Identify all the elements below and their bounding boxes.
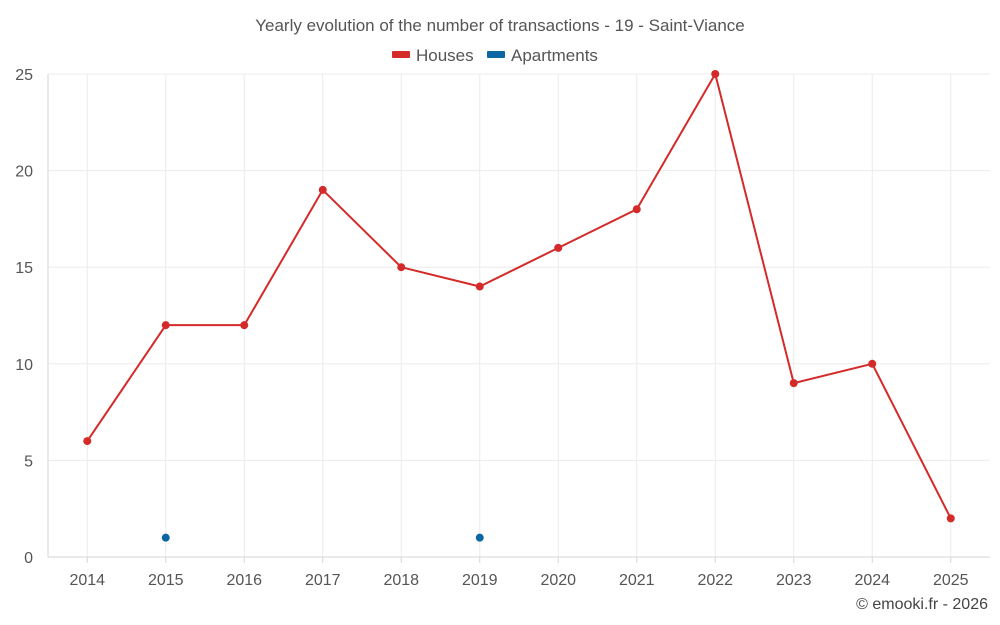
legend-item-houses[interactable]: Houses [392, 46, 474, 65]
data-point-houses[interactable] [161, 321, 170, 330]
x-tick-label: 2017 [305, 572, 341, 589]
y-tick-label: 0 [24, 550, 33, 567]
data-point-houses[interactable] [632, 205, 641, 214]
legend-item-apartments[interactable]: Apartments [487, 46, 598, 65]
plot-area [83, 70, 955, 542]
legend-label-houses: Houses [416, 46, 474, 65]
y-tick-label: 20 [15, 164, 33, 181]
legend-swatch-apartments [487, 51, 505, 58]
x-tick-label: 2018 [383, 572, 419, 589]
data-point-houses[interactable] [475, 282, 484, 291]
x-tick-label: 2024 [854, 572, 890, 589]
x-tick-label: 2022 [697, 572, 733, 589]
legend: Houses Apartments [392, 46, 598, 65]
legend-swatch-houses [392, 51, 410, 58]
x-tick-label: 2023 [776, 572, 812, 589]
x-tick-label: 2020 [540, 572, 576, 589]
x-tick-label: 2016 [226, 572, 262, 589]
y-tick-label: 25 [15, 67, 33, 84]
x-tick-label: 2025 [933, 572, 969, 589]
data-point-apartments[interactable] [475, 533, 484, 542]
data-point-houses[interactable] [240, 321, 249, 330]
y-tick-label: 10 [15, 357, 33, 374]
grid [48, 73, 990, 557]
series-line-houses [86, 73, 952, 519]
chart-title: Yearly evolution of the number of transa… [255, 16, 745, 35]
data-point-houses[interactable] [711, 70, 720, 78]
series-apartments [161, 533, 484, 542]
x-tick-label: 2019 [462, 572, 498, 589]
credit-text: © emooki.fr - 2026 [856, 596, 988, 613]
legend-label-apartments: Apartments [511, 46, 598, 65]
data-point-houses[interactable] [868, 359, 877, 368]
data-point-houses[interactable] [789, 379, 798, 388]
series-houses [83, 70, 955, 523]
data-point-houses[interactable] [83, 437, 92, 446]
data-point-houses[interactable] [946, 514, 955, 523]
data-point-apartments[interactable] [161, 533, 170, 542]
y-tick-label: 5 [24, 453, 33, 470]
x-tick-label: 2021 [619, 572, 655, 589]
data-point-houses[interactable] [554, 243, 563, 252]
data-point-houses[interactable] [318, 185, 327, 194]
x-tick-label: 2015 [148, 572, 184, 589]
x-tick-label: 2014 [69, 572, 105, 589]
data-point-houses[interactable] [397, 263, 406, 272]
y-tick-label: 15 [15, 260, 33, 277]
